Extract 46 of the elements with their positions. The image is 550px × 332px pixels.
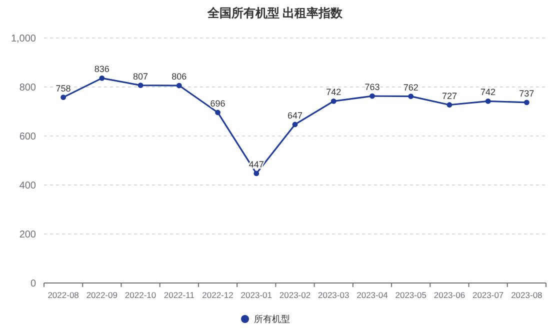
point [524, 100, 530, 106]
point [446, 102, 452, 108]
data-label: 836 [94, 64, 110, 74]
y-tick-label: 800 [19, 82, 36, 94]
x-tick-label: 2022-08 [48, 290, 80, 300]
data-label: 758 [56, 83, 71, 94]
point [60, 94, 66, 100]
x-tick-label: 2023-01 [240, 290, 272, 300]
data-label: 742 [480, 87, 496, 98]
x-tick-label: 2023-06 [434, 290, 466, 300]
y-tick-label: 600 [19, 132, 36, 142]
data-label: 742 [326, 87, 342, 98]
point [408, 94, 414, 100]
point [330, 98, 336, 104]
point [215, 110, 220, 116]
point [99, 75, 105, 81]
x-tick-label: 2022-11 [164, 290, 195, 300]
data-label: 696 [210, 98, 226, 108]
point [254, 170, 260, 176]
point [292, 122, 298, 128]
data-label: 807 [133, 71, 148, 82]
x-tick-label: 2022-09 [86, 290, 118, 300]
x-tick-label: 2023-04 [356, 290, 388, 300]
x-tick-label: 2023-05 [395, 290, 427, 300]
data-label: 727 [442, 90, 457, 101]
x-tick-label: 2023-07 [472, 290, 504, 300]
data-label: 763 [364, 82, 380, 92]
y-tick-label: 200 [19, 230, 36, 240]
chart-title: 全国所有机型 出租率指数 [206, 6, 344, 20]
point [485, 98, 491, 104]
point [138, 82, 144, 88]
x-tick-label: 2022-10 [124, 290, 156, 300]
legend-label: 所有机型 [254, 314, 290, 324]
data-label: 762 [403, 82, 418, 92]
x-tick-label: 2023-08 [511, 290, 543, 300]
y-tick-label: 400 [19, 180, 36, 192]
data-label: 806 [172, 72, 187, 82]
y-tick-label: 0 [30, 278, 36, 290]
x-tick-label: 2023-03 [318, 290, 350, 300]
x-tick-label: 2023-02 [279, 290, 311, 300]
point [370, 93, 375, 99]
data-label: 737 [519, 88, 534, 98]
point [176, 82, 182, 88]
y-tick-label: 1,000 [10, 34, 36, 44]
data-label: 647 [287, 110, 303, 120]
x-tick-label: 2022-12 [202, 290, 234, 300]
